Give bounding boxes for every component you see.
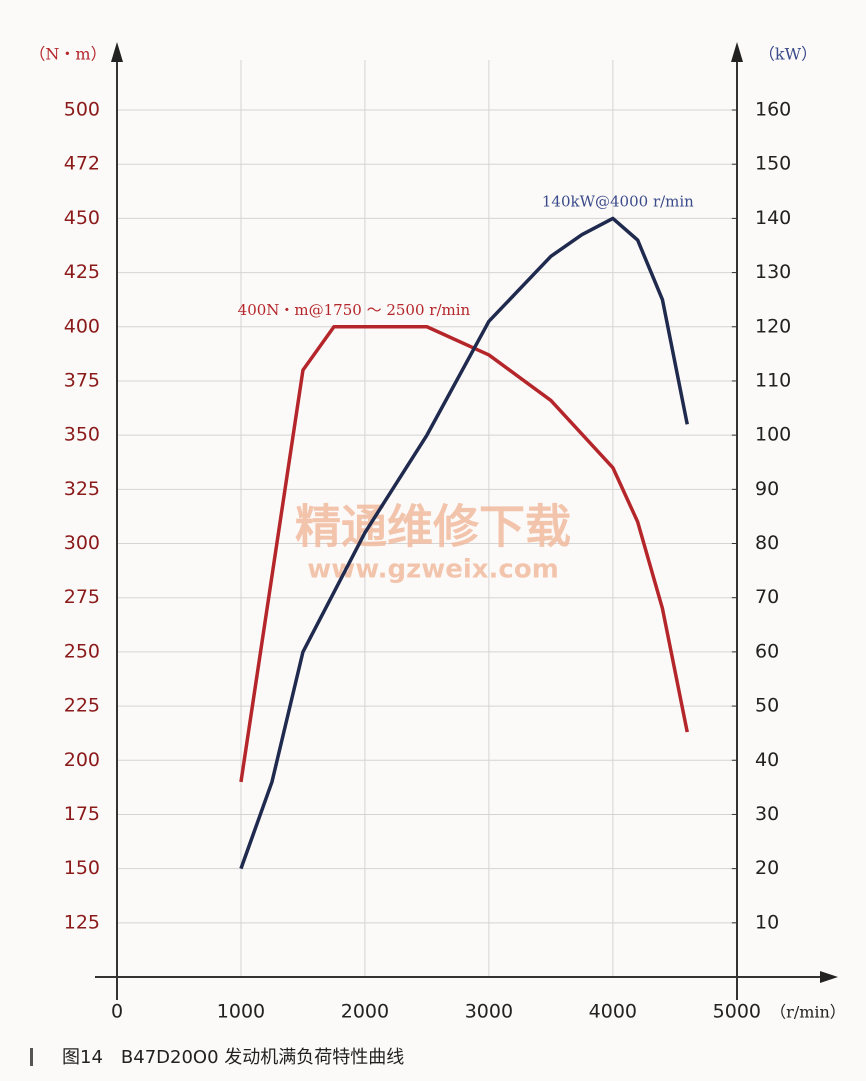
- y-tick-label: 375: [64, 369, 100, 391]
- y2-tick-label: 30: [755, 803, 779, 825]
- x-tick-label: 2000: [341, 1001, 389, 1023]
- y-tick-label: 500: [64, 99, 100, 121]
- y-tick-label: 175: [64, 803, 100, 825]
- y2-tick-label: 60: [755, 640, 779, 662]
- y2-tick-label: 110: [755, 369, 791, 391]
- y-tick-label: 275: [64, 586, 100, 608]
- y2-tick-label: 160: [755, 99, 791, 121]
- y-tick-label: 200: [64, 749, 100, 771]
- x-tick-label: 0: [111, 1001, 123, 1023]
- y-tick-label: 125: [64, 911, 100, 933]
- x-tick-label: 4000: [589, 1001, 637, 1023]
- y-tick-label: 250: [64, 640, 100, 662]
- y-tick-label: 472: [64, 153, 100, 175]
- line-torque: [239, 325, 689, 783]
- y2-tick-label: 70: [755, 586, 779, 608]
- y-axis-label: （N・m）: [29, 45, 106, 64]
- annotation: 140kW@4000 r/min: [542, 192, 694, 210]
- x-tick-label: 1000: [217, 1001, 265, 1023]
- y2-tick-label: 140: [755, 207, 791, 229]
- y2-tick-label: 90: [755, 478, 779, 500]
- y-tick-label: 225: [64, 695, 100, 717]
- y2-tick-label: 40: [755, 749, 779, 771]
- x-axis-label: （r/min）: [770, 1003, 846, 1022]
- x-tick-label: 5000: [713, 1001, 761, 1023]
- y-tick-label: 450: [64, 207, 100, 229]
- y-tick-label: 350: [64, 424, 100, 446]
- annotation: 400N・m@1750 ～ 2500 r/min: [238, 301, 471, 319]
- y2-tick-label: 130: [755, 261, 791, 283]
- y2-tick-label: 80: [755, 532, 779, 554]
- y2-tick-label: 20: [755, 857, 779, 879]
- y-tick-label: 400: [64, 315, 100, 337]
- watermark: 精通维修下载: [295, 500, 571, 554]
- y2-tick-label: 10: [755, 911, 779, 933]
- x-tick-label: 3000: [465, 1001, 513, 1023]
- y2-axis-label: （kW）: [759, 45, 817, 64]
- y-tick-label: 425: [64, 261, 100, 283]
- y-tick-label: 300: [64, 532, 100, 554]
- x-arrow: [820, 971, 838, 983]
- line-power: [239, 216, 689, 870]
- caption-bar: [30, 1048, 33, 1066]
- y2-arrow: [731, 42, 743, 62]
- y-tick-label: 325: [64, 478, 100, 500]
- y-arrow: [111, 42, 123, 62]
- y2-tick-label: 150: [755, 153, 791, 175]
- y-tick-label: 150: [64, 857, 100, 879]
- caption: 图14 B47D20O0 发动机满负荷特性曲线: [62, 1047, 404, 1068]
- y2-tick-label: 50: [755, 695, 779, 717]
- y2-tick-label: 100: [755, 424, 791, 446]
- y2-tick-label: 120: [755, 315, 791, 337]
